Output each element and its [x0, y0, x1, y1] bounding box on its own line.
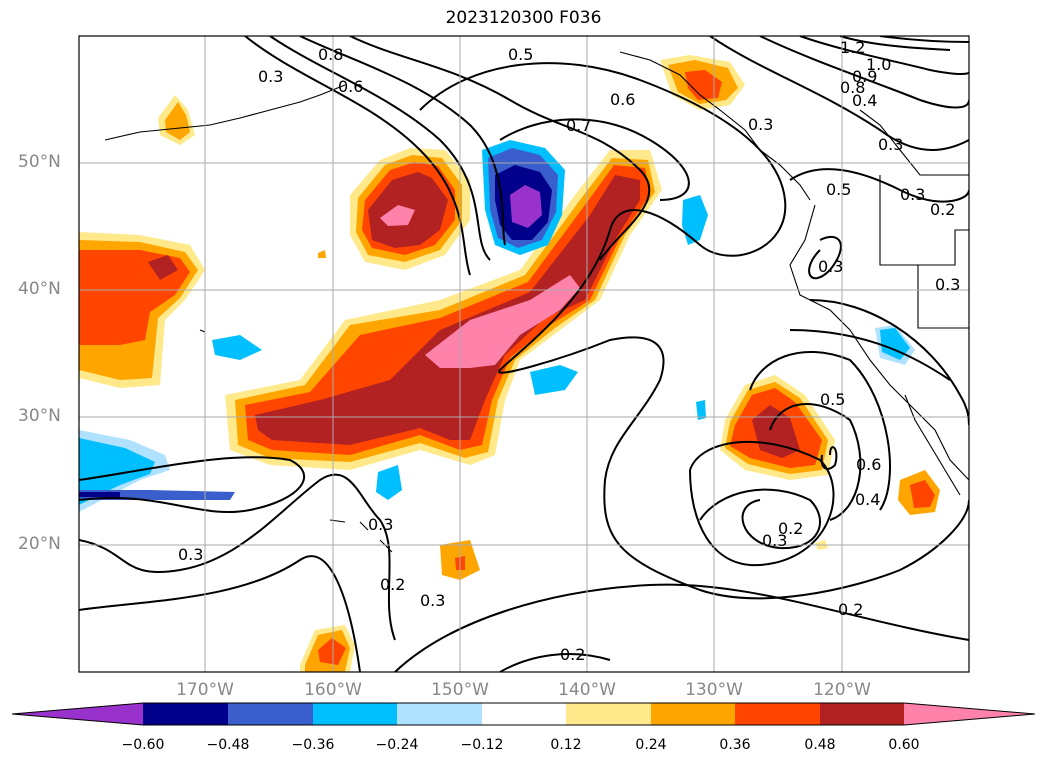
lat-label: 30°N — [18, 406, 61, 426]
contour-label: 0.3 — [818, 257, 843, 276]
colorbar-segment — [313, 703, 397, 725]
contour-label: 0.6 — [856, 455, 881, 474]
contour-label: 0.8 — [318, 45, 343, 64]
contour-label: 0.3 — [178, 545, 203, 564]
colorbar-segment — [482, 703, 566, 725]
contour-label: 0.2 — [380, 575, 405, 594]
colorbar-segment — [143, 703, 228, 725]
colorbar-tick-label: 0.48 — [804, 737, 836, 753]
colorbar-extend-high — [904, 703, 1035, 725]
colorbar-tick-label: −0.36 — [291, 737, 335, 753]
lon-label: 170°W — [176, 680, 234, 700]
graticule — [79, 36, 969, 672]
contour-label: 1.0 — [866, 55, 891, 74]
colorbar-tick-label: 0.36 — [719, 737, 751, 753]
map-title: 2023120300 F036 — [445, 8, 602, 28]
contour-label: 0.3 — [368, 515, 393, 534]
colorbar-segment — [566, 703, 651, 725]
colorbar-segment — [228, 703, 313, 725]
lon-label: 150°W — [431, 680, 489, 700]
colorbar-tick-label: 0.12 — [550, 737, 582, 753]
contour-label: 0.3 — [900, 185, 925, 204]
contour-label: 0.9 — [852, 67, 877, 86]
anomaly-fill — [79, 55, 940, 672]
colorbar-segment — [735, 703, 820, 725]
contour-label: 0.4 — [855, 490, 880, 509]
colorbar-extend-low — [12, 703, 143, 725]
lat-label: 40°N — [18, 279, 61, 299]
contour-labels: 0.5 0.6 0.7 1.2 1.0 0.9 0.8 0.4 0.3 0.3 … — [178, 38, 960, 664]
contour-label: 0.6 — [338, 77, 363, 96]
contour-label: 0.2 — [560, 645, 585, 664]
contour-label: 0.5 — [826, 180, 851, 199]
contour-label: 0.3 — [762, 531, 787, 550]
colorbar-segment — [397, 703, 482, 725]
contour-label: 0.2 — [930, 200, 955, 219]
map-frame — [78, 35, 970, 673]
contour-lines — [79, 36, 969, 672]
colorbar-tick-label: 0.24 — [635, 737, 667, 753]
contour-label: 0.2 — [778, 519, 803, 538]
colorbar-segment — [651, 703, 735, 725]
lon-label: 120°W — [813, 680, 871, 700]
contour-label: 0.4 — [852, 91, 877, 110]
contour-label: 0.5 — [508, 45, 533, 64]
colorbar-tick-label: −0.24 — [375, 737, 419, 753]
contour-label: 0.7 — [566, 116, 591, 135]
colorbar-tick-label: −0.48 — [206, 737, 250, 753]
contour-label: 0.2 — [838, 600, 863, 619]
contour-label: 0.3 — [748, 115, 773, 134]
colorbar-tick-label: −0.60 — [121, 737, 165, 753]
colorbar-segment — [820, 703, 904, 725]
contour-label: 0.3 — [935, 275, 960, 294]
map-area: 0.5 0.6 0.7 1.2 1.0 0.9 0.8 0.4 0.3 0.3 … — [79, 36, 969, 672]
lon-label: 160°W — [304, 680, 362, 700]
coastlines — [104, 51, 969, 553]
lon-label: 140°W — [558, 680, 616, 700]
contour-label: 0.3 — [878, 135, 903, 154]
contour-label: 0.5 — [820, 390, 845, 409]
contour-label: 0.6 — [610, 90, 635, 109]
contour-label: 0.8 — [840, 78, 865, 97]
contour-label: 0.3 — [258, 67, 283, 86]
contour-label: 0.3 — [420, 591, 445, 610]
lat-label: 20°N — [18, 534, 61, 554]
colorbar-tick-label: −0.12 — [460, 737, 504, 753]
lon-label: 130°W — [685, 680, 743, 700]
lat-label: 50°N — [18, 152, 61, 172]
colorbar-tick-label: 0.60 — [888, 737, 920, 753]
contour-label: 1.2 — [840, 38, 865, 57]
colorbar — [11, 702, 1036, 726]
